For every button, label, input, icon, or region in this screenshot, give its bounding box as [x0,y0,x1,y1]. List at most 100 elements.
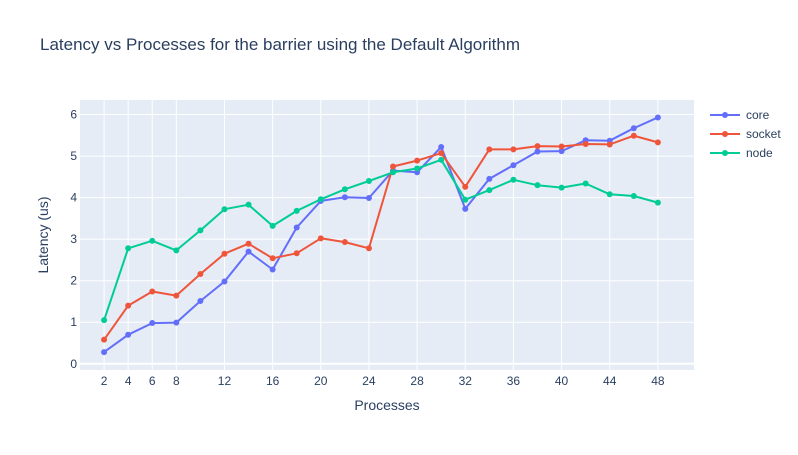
data-point-core[interactable] [462,205,469,212]
legend: core socket node [710,108,781,160]
data-point-core[interactable] [341,194,348,201]
x-tick-label: 20 [314,374,328,388]
data-point-core[interactable] [510,162,517,169]
data-point-socket[interactable] [221,250,228,257]
legend-swatch-marker [722,150,728,156]
data-point-node[interactable] [197,227,204,234]
data-point-core[interactable] [245,248,252,255]
data-point-node[interactable] [606,191,613,198]
data-point-node[interactable] [173,247,180,254]
data-point-node[interactable] [125,245,132,252]
data-point-socket[interactable] [630,132,637,139]
data-point-node[interactable] [149,237,156,244]
data-point-socket[interactable] [486,146,493,153]
data-point-core[interactable] [293,224,300,231]
data-point-socket[interactable] [510,146,517,153]
legend-item-socket[interactable]: socket [710,127,781,141]
data-point-core[interactable] [269,266,276,273]
data-point-node[interactable] [414,165,421,172]
x-tick-label: 40 [555,374,569,388]
data-point-core[interactable] [101,349,108,356]
grid [80,100,694,370]
data-point-socket[interactable] [654,139,661,146]
data-point-node[interactable] [654,199,661,206]
legend-swatch-marker [722,131,728,137]
y-tick-label: 2 [70,274,77,288]
data-point-node[interactable] [510,176,517,183]
data-point-node[interactable] [558,184,565,191]
data-point-socket[interactable] [606,141,613,148]
x-tick-label: 6 [149,374,156,388]
chart-title: Latency vs Processes for the barrier usi… [40,35,520,54]
y-tick-label: 3 [70,232,77,246]
x-tick-label: 16 [266,374,280,388]
data-point-core[interactable] [438,143,445,150]
x-tick-label: 32 [459,374,473,388]
data-point-node[interactable] [534,182,541,189]
series-line-core [103,116,659,353]
series-layer [101,114,661,356]
data-point-core[interactable] [486,175,493,182]
data-point-socket[interactable] [558,143,565,150]
legend-label: node [746,146,773,160]
data-point-socket[interactable] [414,157,421,164]
data-point-node[interactable] [293,207,300,214]
data-point-core[interactable] [365,195,372,202]
legend-item-node[interactable]: node [710,146,773,160]
data-point-node[interactable] [317,196,324,203]
data-point-core[interactable] [197,298,204,305]
series-line-socket [103,134,659,341]
x-tick-label: 12 [218,374,232,388]
data-point-node[interactable] [245,201,252,208]
data-point-node[interactable] [582,180,589,187]
data-point-socket[interactable] [293,250,300,257]
series-core [101,114,661,356]
x-tick-label: 36 [507,374,521,388]
data-point-core[interactable] [221,278,228,285]
data-point-node[interactable] [630,192,637,199]
data-point-socket[interactable] [462,183,469,190]
data-point-node[interactable] [341,186,348,193]
data-point-core[interactable] [173,319,180,326]
x-tick-label: 2 [101,374,108,388]
data-point-core[interactable] [630,125,637,132]
data-point-socket[interactable] [245,240,252,247]
data-point-node[interactable] [390,169,397,176]
legend-swatch-marker [722,112,728,118]
data-point-socket[interactable] [149,288,156,295]
data-point-node[interactable] [438,156,445,163]
data-point-socket[interactable] [365,245,372,252]
data-point-node[interactable] [462,196,469,203]
data-point-core[interactable] [534,148,541,155]
y-tick-label: 1 [70,315,77,329]
data-point-socket[interactable] [534,143,541,150]
data-point-socket[interactable] [438,150,445,157]
legend-item-core[interactable]: core [710,108,770,122]
legend-label: socket [746,127,781,141]
data-point-node[interactable] [486,187,493,194]
x-tick-label: 4 [125,374,132,388]
data-point-socket[interactable] [173,292,180,299]
data-point-socket[interactable] [197,271,204,278]
data-point-socket[interactable] [341,239,348,246]
data-point-node[interactable] [221,206,228,213]
x-axis-label: Processes [354,397,419,413]
data-point-node[interactable] [269,222,276,229]
x-tick-label: 8 [173,374,180,388]
data-point-socket[interactable] [269,255,276,262]
data-point-socket[interactable] [125,302,132,309]
data-point-node[interactable] [365,178,372,184]
data-point-core[interactable] [125,331,132,338]
y-tick-label: 4 [70,191,77,205]
x-tick-label: 28 [410,374,424,388]
data-point-socket[interactable] [101,336,108,343]
data-point-socket[interactable] [390,163,397,170]
data-point-socket[interactable] [582,141,589,148]
data-point-node[interactable] [101,317,108,324]
data-point-core[interactable] [558,148,565,155]
data-point-socket[interactable] [317,235,324,242]
data-point-core[interactable] [149,320,156,327]
data-point-core[interactable] [654,114,661,121]
